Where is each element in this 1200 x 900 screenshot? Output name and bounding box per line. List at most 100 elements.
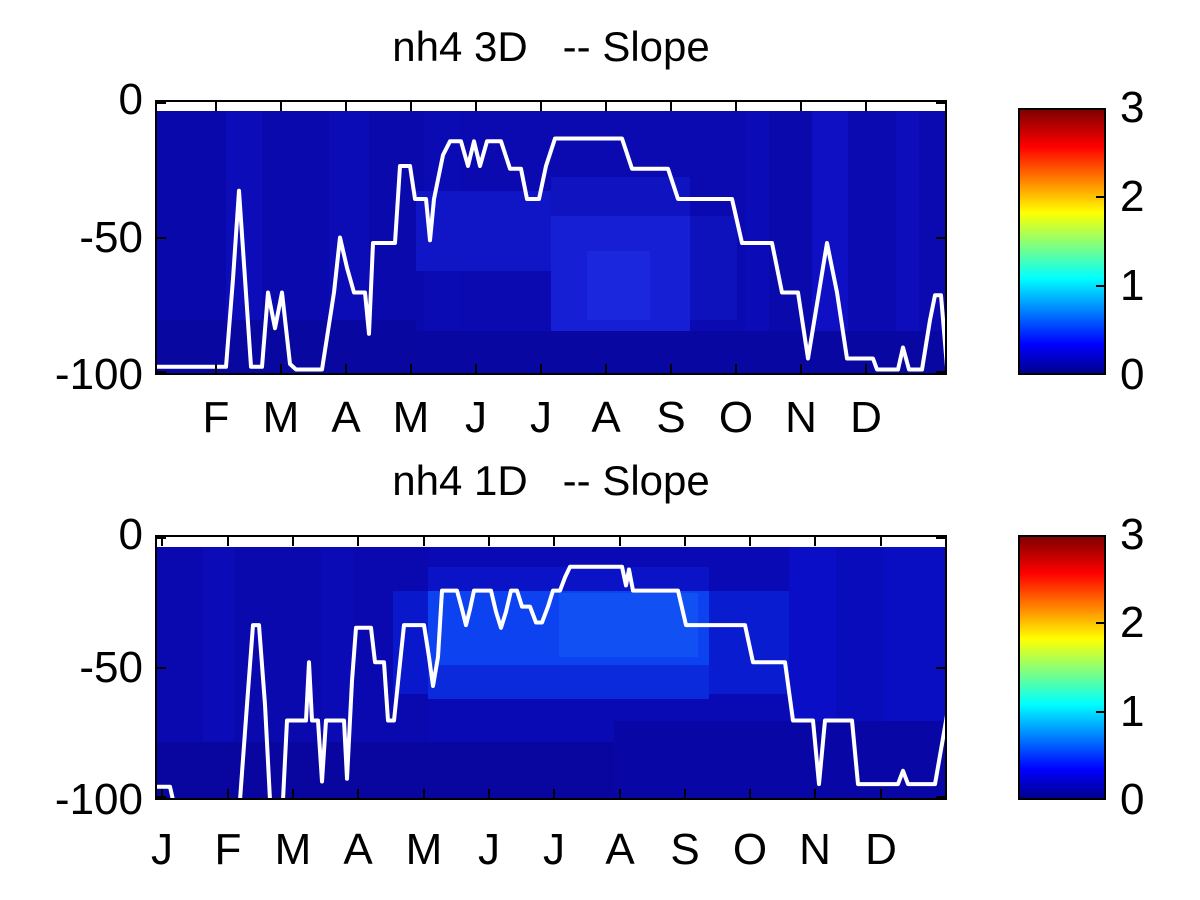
x-tick-mark [735,102,737,111]
x-tick-mark [865,102,867,111]
x-tick-mark [553,537,555,546]
x-tick-label: J [465,393,487,442]
x-tick-mark [749,537,751,546]
x-tick-mark [423,789,425,798]
y-tick-label: 0 [118,510,143,559]
x-tick-label: A [591,393,621,442]
x-tick-mark [215,102,217,111]
heatmap-plot-3d [155,100,947,375]
x-tick-label: S [656,393,686,442]
colorbar-tick-label: 3 [1120,83,1145,132]
x-tick-label: F [202,393,230,442]
heatmap-patch [895,111,920,375]
x-tick-label: D [865,825,897,874]
mld-line-svg [155,564,947,800]
x-tick-label: F [214,825,242,874]
x-tick-label: N [799,825,831,874]
colorbar-tick-label: 0 [1120,350,1145,399]
y-tick-mark [157,236,166,239]
colorbar-tick-label: 1 [1120,261,1145,310]
x-tick-mark [865,364,867,373]
x-tick-label: A [331,393,361,442]
x-tick-mark [684,789,686,798]
y-tick-mark [936,102,945,104]
colorbar-tick-mark [1096,622,1104,625]
x-tick-mark [814,789,816,798]
y-tick-mark [157,796,166,798]
x-tick-mark [215,364,217,373]
heatmap-patch [428,566,710,591]
colorbar-tick-mark [1096,285,1104,287]
x-tick-mark [488,537,490,546]
x-tick-label: M [274,825,312,874]
colorbar-bottom [1018,535,1106,800]
y-tick-mark [936,371,945,373]
x-tick-mark [423,537,425,546]
colorbar-tick-label: 1 [1120,686,1145,736]
mld-line-svg [155,136,947,372]
x-tick-label: J [543,825,565,874]
x-tick-mark [292,789,294,798]
x-tick-label: A [343,825,373,874]
plot-title-bottom: nh4 1D -- Slope [392,457,710,504]
x-tick-label: M [262,393,300,442]
y-tick-mark [936,796,945,798]
x-tick-mark [619,537,621,546]
x-tick-label: O [718,393,754,442]
x-tick-mark [605,102,607,111]
colorbar-tick-label: 2 [1120,172,1145,221]
heatmap-patch [614,720,947,800]
y-tick-label: 0 [118,75,143,124]
colorbar-tick-mark [1096,710,1104,713]
x-tick-mark [880,789,882,798]
x-tick-mark [161,789,163,798]
axes-frame [155,100,947,375]
x-tick-mark [488,789,490,798]
x-tick-mark [280,102,282,111]
x-tick-mark [814,537,816,546]
x-tick-mark [292,537,294,546]
x-tick-label: D [850,393,882,442]
x-tick-label: J [530,393,552,442]
colorbar-gradient [1018,108,1106,375]
y-tick-mark [157,666,166,669]
x-tick-mark [161,537,163,546]
x-tick-label: N [785,393,817,442]
heatmap-patch [155,741,615,800]
x-tick-label: S [670,825,700,874]
y-tick-label: -100 [54,775,143,824]
heatmap-patch [558,593,698,657]
mld-line [155,564,947,800]
heatmap-patch [428,664,710,700]
colorbar-gradient [1018,535,1106,800]
x-tick-mark [227,537,229,546]
x-tick-mark [410,364,412,373]
x-tick-mark [735,364,737,373]
y-tick-mark [157,102,166,104]
x-tick-mark [357,789,359,798]
heatmap-plot-1d [155,535,947,800]
y-tick-mark [157,537,166,539]
y-tick-label: -50 [79,212,143,262]
colorbar-tick-mark [1096,196,1104,198]
x-tick-label: J [478,825,500,874]
x-tick-mark [684,537,686,546]
colorbar-tick-label: 2 [1120,598,1145,648]
x-tick-mark [619,789,621,798]
x-tick-label: M [405,825,443,874]
x-tick-mark [280,364,282,373]
y-tick-mark [936,666,945,669]
heatmap-patch [416,331,947,375]
x-tick-mark [345,102,347,111]
x-tick-mark [475,364,477,373]
x-tick-mark [800,364,802,373]
heatmap-patch [586,251,650,320]
y-tick-label: -50 [79,642,143,692]
y-tick-label: -100 [54,350,143,399]
x-tick-mark [605,364,607,373]
plot-title-top: nh4 3D -- Slope [392,23,710,70]
x-tick-mark [880,537,882,546]
x-tick-mark [227,789,229,798]
x-tick-label: A [605,825,635,874]
